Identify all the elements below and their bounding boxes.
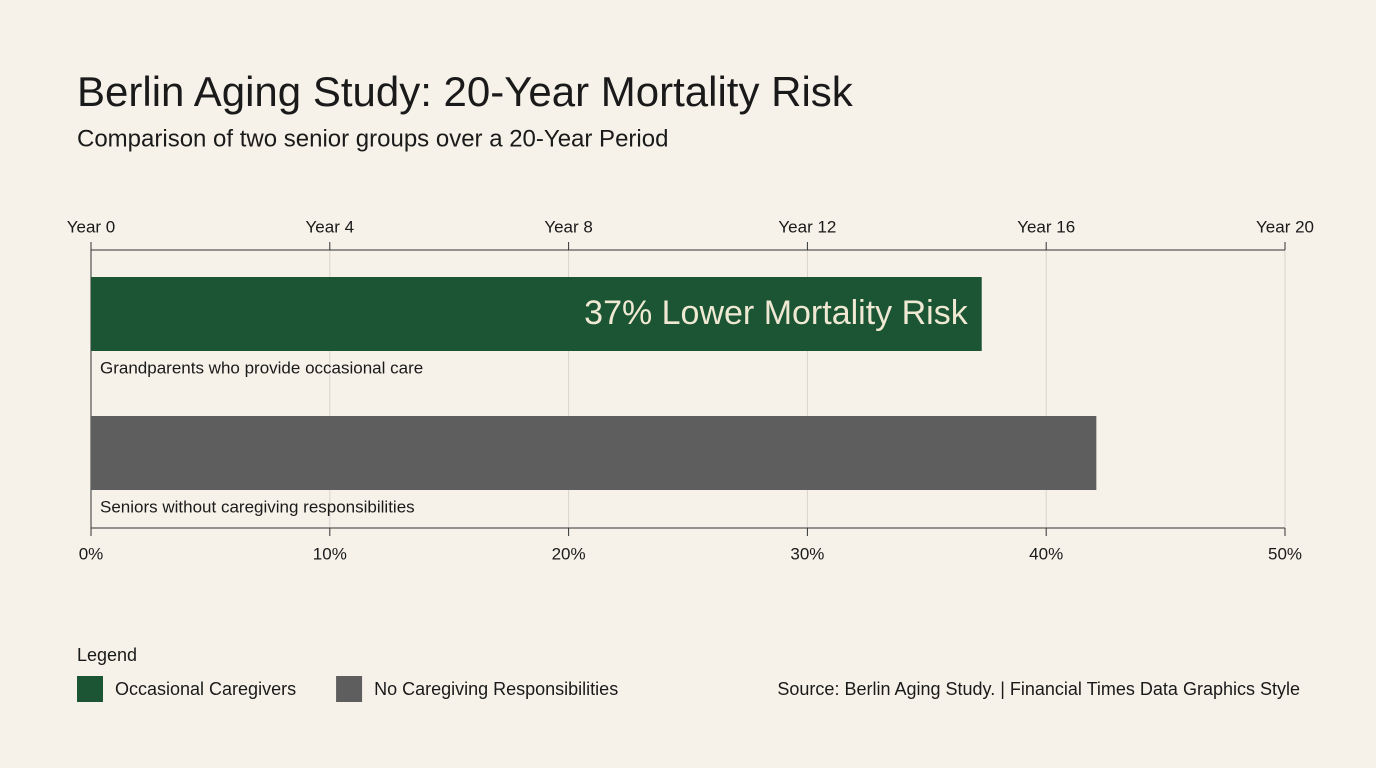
bar — [91, 416, 1097, 490]
x-tick-label: 30% — [790, 544, 824, 563]
annotation: 37% Lower Mortality Risk — [584, 294, 969, 332]
chart-title: Berlin Aging Study: 20-Year Mortality Ri… — [77, 68, 854, 115]
x-tick-label: 40% — [1029, 544, 1063, 563]
x2-tick-label: Year 4 — [306, 217, 355, 236]
x-tick-label: 0% — [79, 544, 104, 563]
x-tick-label: 10% — [313, 544, 347, 563]
category-label: Grandparents who provide occasional care — [100, 358, 423, 377]
chart-subtitle: Comparison of two senior groups over a 2… — [77, 125, 668, 152]
legend-swatch — [77, 676, 103, 702]
x2-tick-label: Year 8 — [544, 217, 593, 236]
x2-tick-label: Year 0 — [67, 217, 116, 236]
legend-label: Occasional Caregivers — [115, 679, 296, 699]
x-tick-label: 50% — [1268, 544, 1302, 563]
x2-tick-label: Year 20 — [1256, 217, 1314, 236]
x-tick-label: 20% — [552, 544, 586, 563]
x2-tick-label: Year 16 — [1017, 217, 1075, 236]
legend-label: No Caregiving Responsibilities — [374, 679, 618, 699]
source: Source: Berlin Aging Study. | Financial … — [777, 679, 1300, 699]
legend-swatch — [336, 676, 363, 702]
bar — [91, 277, 982, 351]
x2-tick-label: Year 12 — [778, 217, 836, 236]
category-label: Seniors without caregiving responsibilit… — [100, 497, 415, 516]
legend-title: Legend — [77, 645, 137, 665]
